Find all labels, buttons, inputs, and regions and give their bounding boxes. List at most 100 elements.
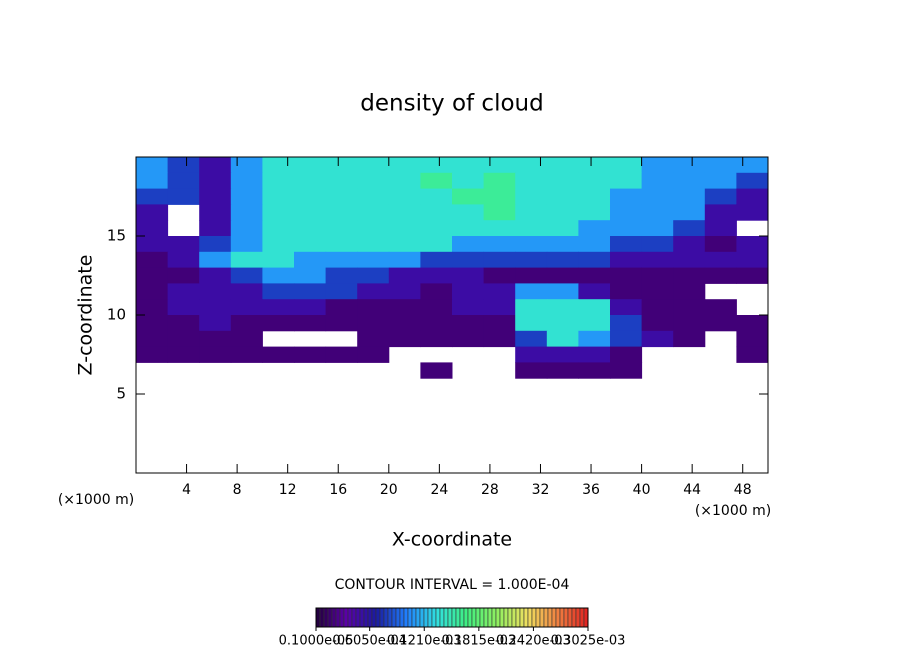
cell [388, 251, 421, 269]
cell [357, 267, 390, 284]
cell [136, 220, 169, 237]
cell [515, 188, 548, 205]
cell [578, 251, 611, 269]
cell [294, 315, 327, 332]
cell [262, 157, 295, 174]
colorbar-swatch [459, 607, 465, 628]
cell [546, 188, 579, 205]
x-tick-label: 32 [532, 482, 550, 498]
y-unit-label: (×1000 m) [58, 492, 134, 508]
cell [199, 299, 232, 316]
cell [357, 172, 390, 190]
cell [641, 267, 674, 284]
colorbar-swatch [431, 607, 437, 628]
x-tick-label: 48 [734, 482, 752, 498]
cell [515, 362, 548, 379]
colorbar-swatch [575, 607, 581, 628]
cell [704, 315, 737, 332]
cell [420, 330, 453, 348]
cell [199, 157, 232, 174]
cell [546, 267, 579, 284]
colorbar-swatch [335, 607, 341, 628]
y-tick-label: 5 [116, 385, 126, 403]
cell [262, 172, 295, 190]
colorbar-tick-label: 0.1210e-03 [387, 634, 462, 649]
cell [199, 204, 232, 221]
colorbar-swatch [315, 607, 321, 628]
colorbar-swatch [539, 607, 545, 628]
colorbar-swatch [531, 607, 537, 628]
cell [294, 267, 327, 284]
colorbar-swatch [579, 607, 585, 628]
cell [483, 267, 516, 284]
x-tick-label: 16 [329, 482, 347, 498]
x-tick-label: 4 [182, 482, 191, 498]
cell [136, 204, 169, 221]
colorbar-tick-label: 0.6050e-04 [332, 634, 407, 649]
cell [262, 204, 295, 221]
cell [420, 220, 453, 237]
colorbar-swatch [387, 607, 393, 628]
cell [578, 362, 611, 379]
colorbar-swatch [399, 607, 405, 628]
cell [357, 251, 390, 269]
cell [641, 251, 674, 269]
cell [325, 299, 358, 316]
cell [610, 236, 643, 253]
cell [483, 220, 516, 237]
x-tick-label: 24 [430, 482, 448, 498]
cell [199, 346, 232, 363]
colorbar-swatch [439, 607, 445, 628]
cell [388, 204, 421, 221]
cell [546, 346, 579, 363]
cell [641, 204, 674, 221]
y-tick-label: 15 [107, 227, 126, 245]
cell [388, 188, 421, 205]
cell [294, 188, 327, 205]
cell [641, 330, 674, 348]
colorbar-swatch [435, 607, 441, 628]
cell [325, 188, 358, 205]
cell [325, 204, 358, 221]
colorbar-swatch [487, 607, 493, 628]
cell [452, 220, 485, 237]
cell [230, 157, 263, 174]
cell [136, 299, 169, 316]
cell [262, 188, 295, 205]
cell [736, 172, 769, 190]
cell [167, 157, 200, 174]
cell [420, 188, 453, 205]
colorbar-tick-label: 0.1815e-03 [441, 634, 516, 649]
colorbar-swatch [515, 607, 521, 628]
cell [610, 299, 643, 316]
cell [515, 346, 548, 363]
cell [230, 251, 263, 269]
x-tick-label: 40 [633, 482, 651, 498]
colorbar-swatch [427, 607, 433, 628]
cell [357, 346, 390, 363]
cell [388, 267, 421, 284]
cell [452, 157, 485, 174]
cell [294, 220, 327, 237]
colorbar-swatch [355, 607, 361, 628]
cell [230, 236, 263, 253]
cell [420, 362, 453, 379]
cell [262, 251, 295, 269]
cell [704, 236, 737, 253]
cell [641, 220, 674, 237]
colorbar-swatch [495, 607, 501, 628]
cell [136, 315, 169, 332]
chart-title: density of cloud [360, 91, 543, 117]
cell [167, 188, 200, 205]
cell [199, 330, 232, 348]
x-tick-label: 28 [481, 482, 499, 498]
colorbar-swatch [563, 607, 569, 628]
cell [704, 188, 737, 205]
cell [546, 283, 579, 300]
cell [136, 251, 169, 269]
colorbar-swatch [527, 607, 533, 628]
cell [357, 283, 390, 300]
cell [546, 362, 579, 379]
colorbar-swatch [475, 607, 481, 628]
cell [578, 157, 611, 174]
